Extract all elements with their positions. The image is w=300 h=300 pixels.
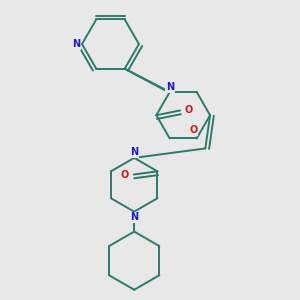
Text: O: O — [189, 125, 198, 135]
Text: O: O — [121, 169, 129, 179]
Text: N: N — [72, 39, 80, 49]
Text: O: O — [185, 106, 193, 116]
Text: N: N — [166, 82, 174, 92]
Text: N: N — [130, 212, 138, 222]
Text: N: N — [130, 147, 138, 157]
